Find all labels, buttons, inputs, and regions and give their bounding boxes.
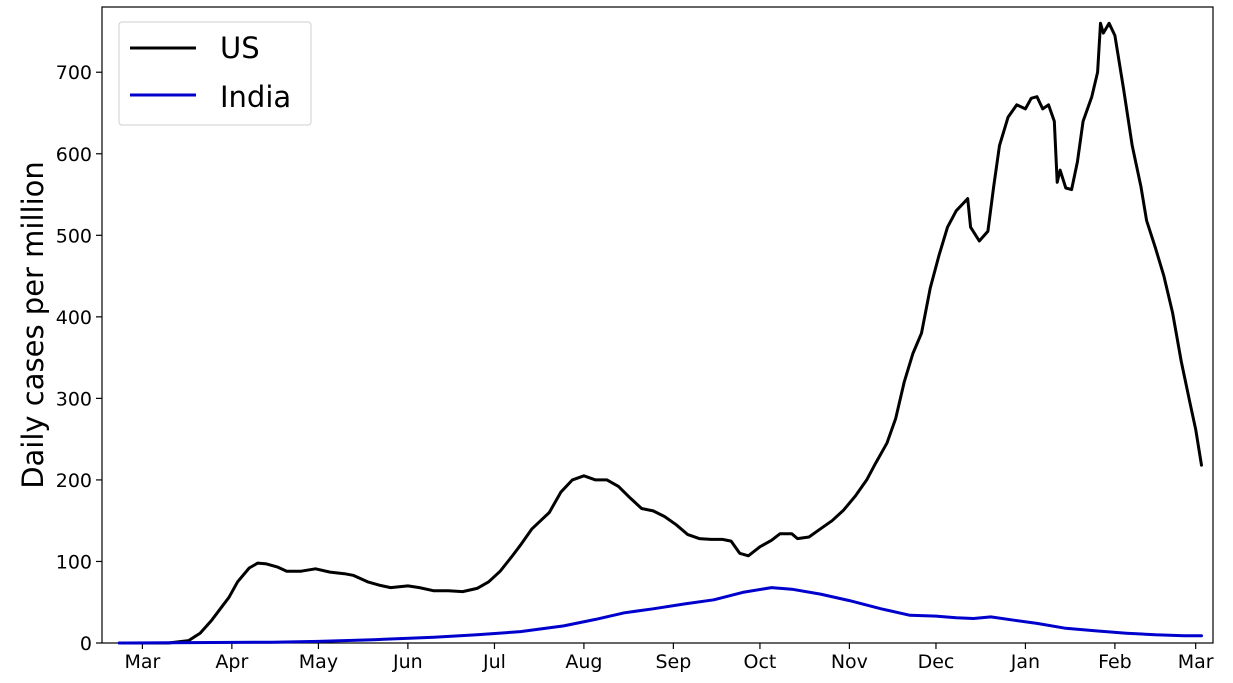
y-ticks: 0 100 200 300 400 500 600 700 (56, 62, 102, 655)
x-tick-label: Nov (831, 651, 868, 673)
plot-frame (101, 6, 1214, 644)
x-tick-label: Feb (1098, 651, 1132, 673)
series-line-us (117, 21, 1203, 645)
y-tick-label: 0 (80, 633, 92, 655)
y-tick-label: 100 (56, 551, 92, 573)
series-lines (117, 21, 1203, 645)
x-tick-label: Jan (1010, 651, 1040, 673)
x-ticks: Mar Apr May Jun Jul Aug Sep Oct Nov Dec Jan Feb Mar (124, 643, 1214, 673)
y-tick-label: 300 (56, 388, 92, 410)
y-tick-label: 200 (56, 470, 92, 492)
x-tick-label: Jun (392, 651, 423, 673)
x-tick-label: Apr (215, 651, 248, 673)
legend-label-india: India (220, 80, 291, 114)
y-tick-label: 400 (56, 307, 92, 329)
x-tick-label: Aug (565, 651, 602, 673)
x-tick-label: Dec (918, 651, 955, 673)
y-tick-label: 700 (56, 62, 92, 84)
legend-label-us: US (220, 31, 260, 65)
y-tick-label: 500 (56, 225, 92, 247)
y-axis-title: Daily cases per million (16, 161, 50, 489)
x-tick-label: Sep (655, 651, 691, 673)
x-tick-label: Oct (744, 651, 777, 673)
legend: US India (118, 21, 312, 126)
x-tick-label: Mar (1178, 651, 1214, 673)
series-line-india (117, 586, 1203, 645)
x-tick-label: Jul (482, 651, 506, 673)
x-tick-label: Mar (124, 651, 160, 673)
y-tick-label: 600 (56, 144, 92, 166)
x-tick-label: May (299, 651, 338, 673)
